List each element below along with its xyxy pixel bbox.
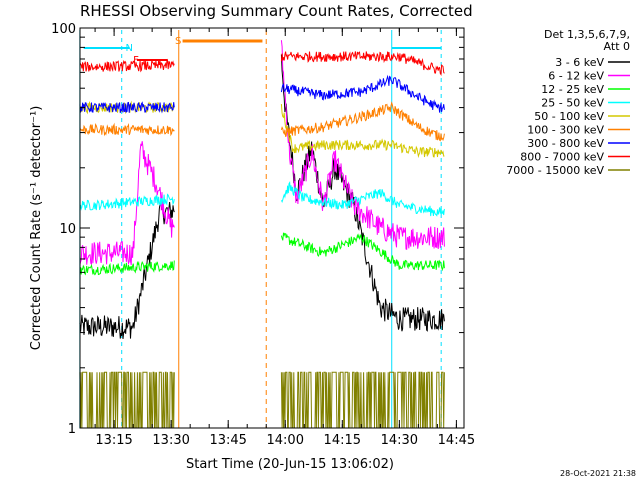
y-tick-label: 100: [51, 22, 76, 37]
legend-label: 12 - 25 keV: [541, 83, 604, 96]
legend-label: 50 - 100 keV: [534, 110, 604, 123]
series-line-3: [280, 232, 445, 272]
series-line-2: [79, 141, 175, 266]
series-lines: [79, 40, 445, 429]
x-axis-label: Start Time (20-Jun-15 13:06:02): [186, 457, 394, 472]
series-line-4: [280, 181, 445, 217]
series-line-6: [79, 122, 175, 137]
legend-label: 800 - 7000 keV: [520, 151, 604, 164]
x-tick-label: 13:45: [209, 433, 246, 448]
series-line-6: [280, 101, 445, 142]
y-axis-label: Corrected Count Rate (s⁻¹ detector⁻¹): [29, 106, 44, 351]
series-line-4: [79, 193, 175, 211]
legend-header-2: Att 0: [604, 40, 630, 53]
x-tick-label: 14:45: [438, 433, 475, 448]
x-tick-label: 13:15: [95, 433, 132, 448]
series-line-8: [79, 58, 175, 73]
legend-label: 300 - 800 keV: [527, 137, 604, 150]
night-flag-label: N: [126, 43, 133, 54]
x-tick-label: 14:30: [381, 433, 418, 448]
series-line-5: [280, 104, 445, 159]
saa-flag-label: S: [175, 36, 181, 47]
y-tick-label: 1: [68, 422, 76, 437]
chart-title: RHESSI Observing Summary Count Rates, Co…: [80, 2, 473, 20]
legend-label: 25 - 50 keV: [541, 97, 604, 110]
series-line-7: [280, 74, 445, 113]
x-tick-label: 14:00: [267, 433, 304, 448]
y-tick-label: 10: [59, 222, 76, 237]
series-line-1: [79, 200, 175, 340]
legend-label: 6 - 12 keV: [548, 70, 604, 83]
legend-label: 100 - 300 keV: [527, 124, 604, 137]
legend-label: 3 - 6 keV: [555, 56, 604, 69]
x-tick-label: 14:15: [324, 433, 361, 448]
series-line-1: [280, 54, 445, 332]
series-line-2: [280, 40, 445, 251]
legend-header-1: Det 1,3,5,6,7,9,: [544, 28, 630, 41]
legend-label: 7000 - 15000 keV: [506, 164, 604, 177]
series-line-7: [79, 101, 175, 114]
axis-ticks: 13:15 13:30 13:45 14:00 14:15 14:30 14:45 1 10 10…: [51, 22, 475, 448]
series-line-3: [79, 260, 175, 276]
footer-timestamp: 28-Oct-2021 21:38: [560, 469, 636, 478]
flare-flag-label: F: [133, 55, 139, 66]
x-tick-label: 13:30: [152, 433, 189, 448]
series-line-8: [280, 51, 445, 76]
